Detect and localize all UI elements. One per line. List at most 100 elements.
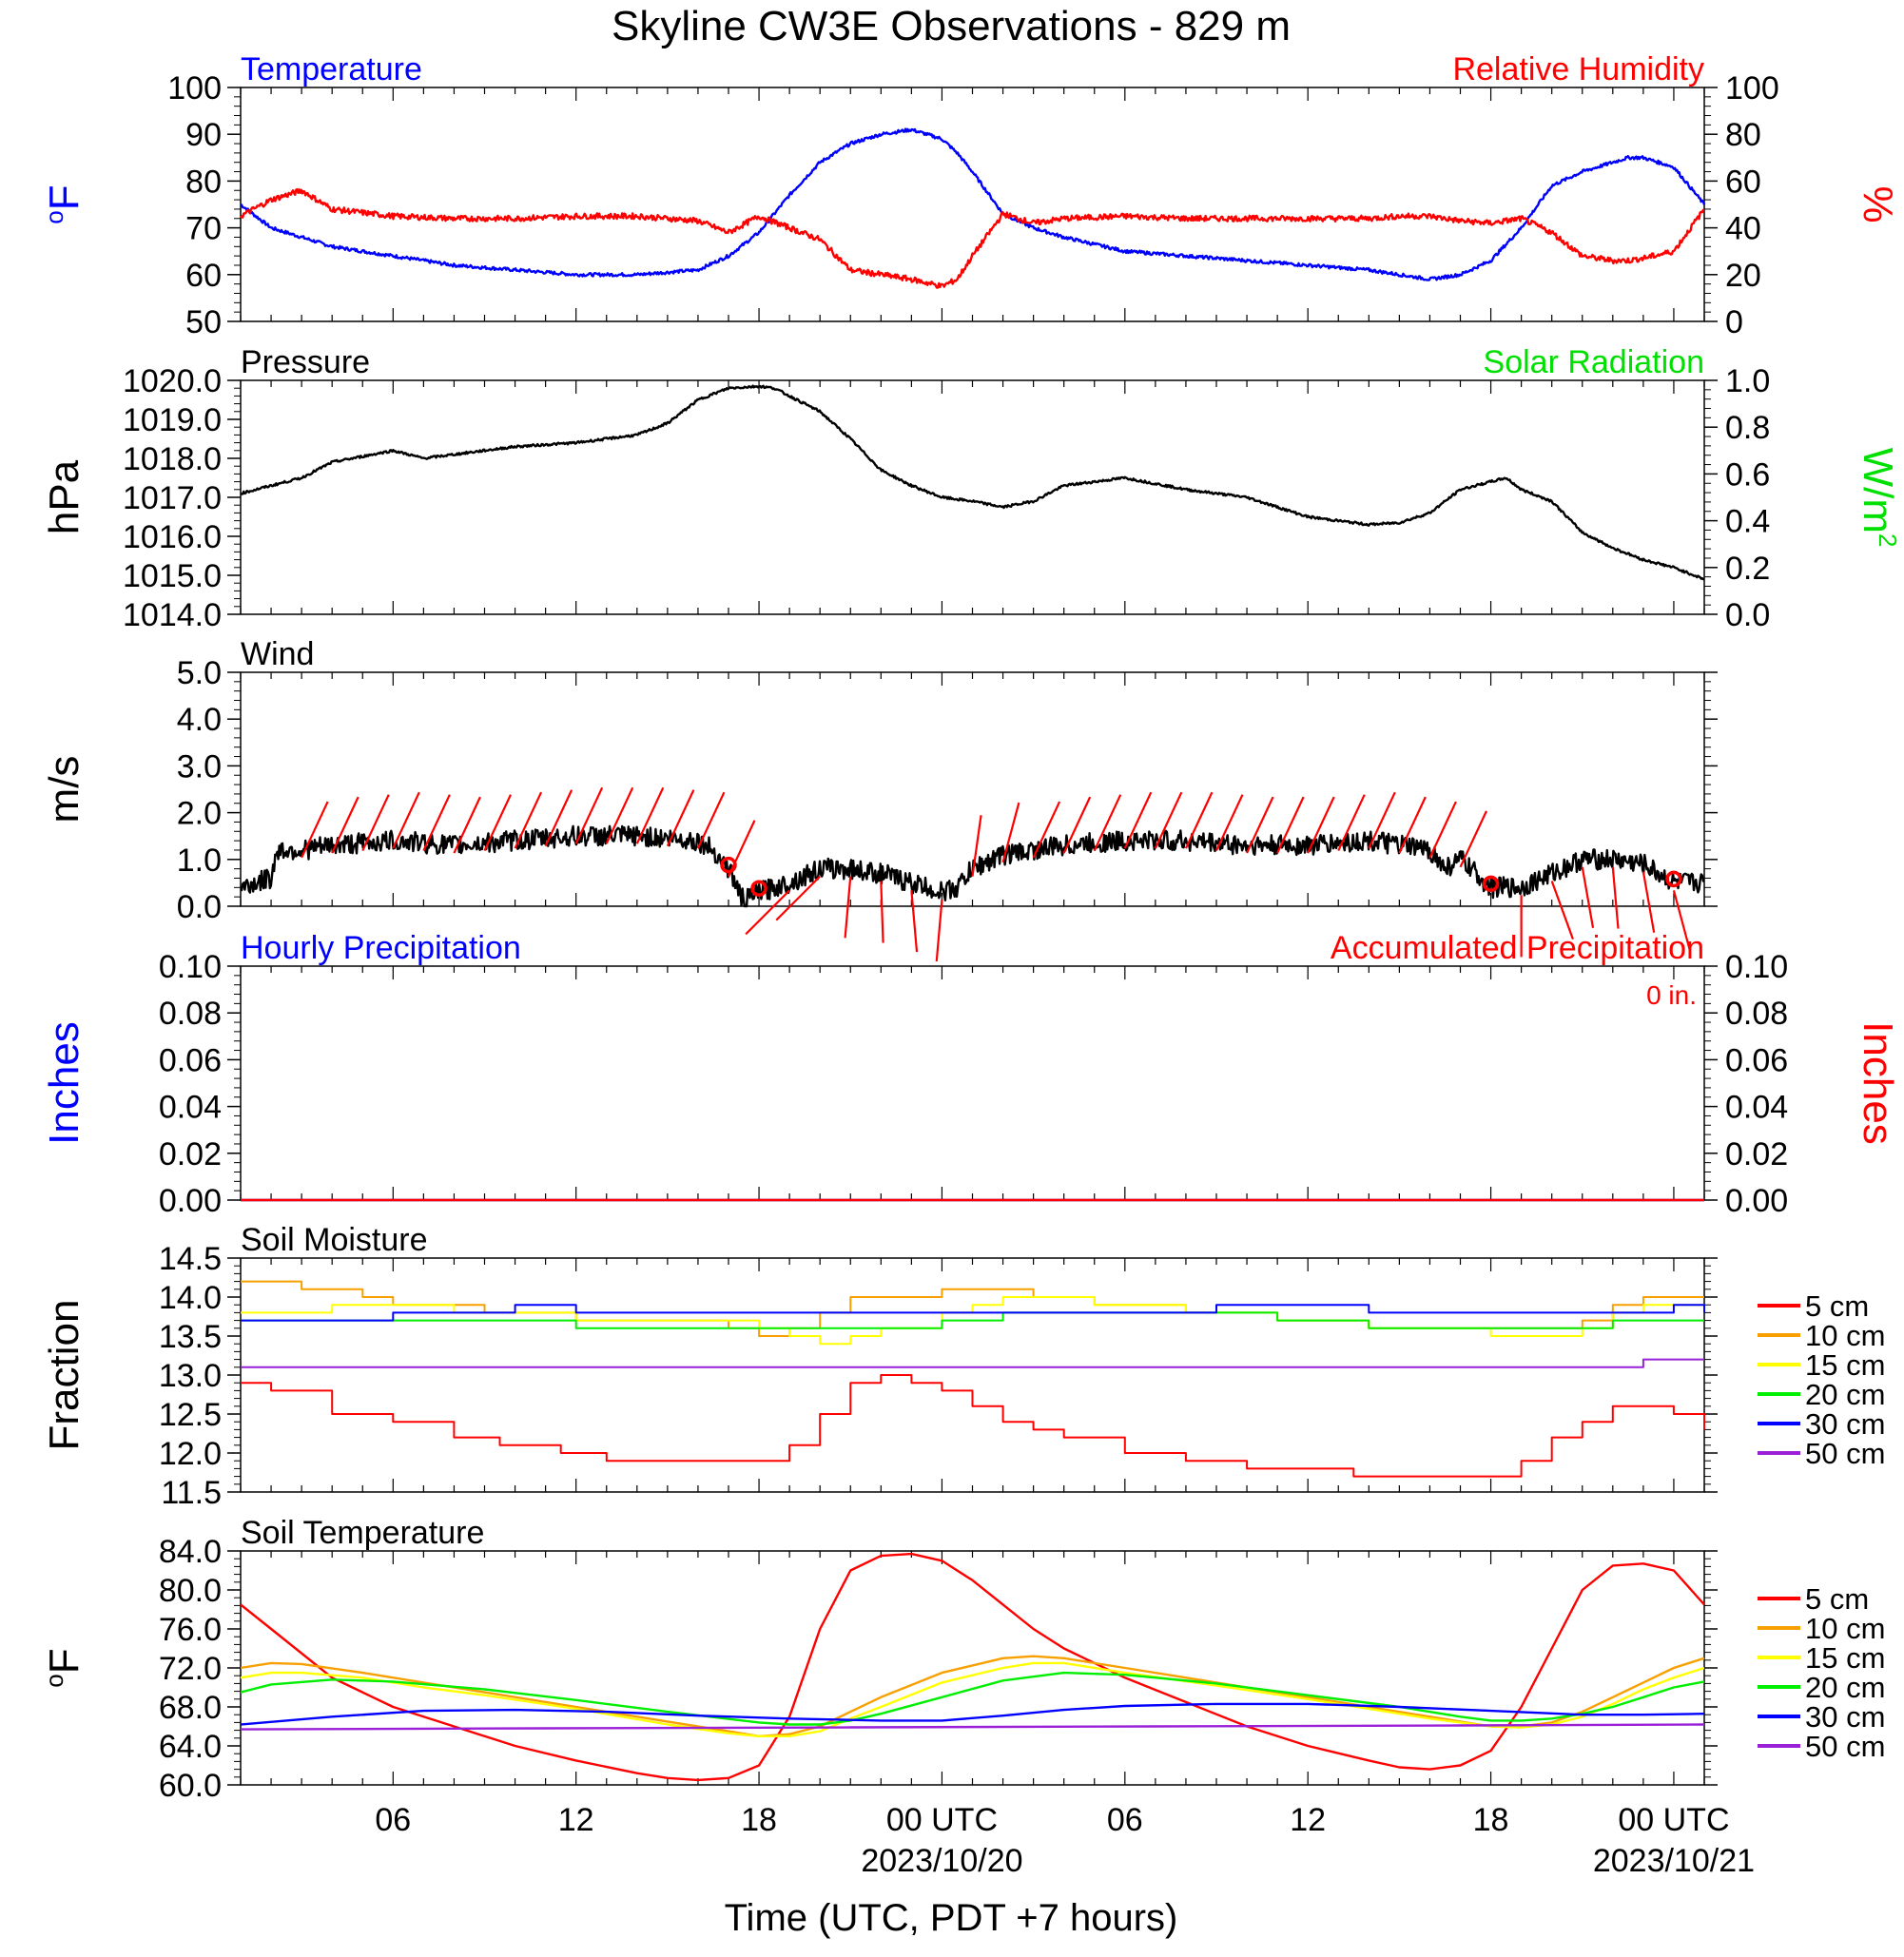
calm-marker <box>1482 875 1500 893</box>
wind-barb <box>483 794 512 852</box>
series-line-pressure <box>240 384 1705 581</box>
y-tick-label: 90 <box>185 117 222 153</box>
series-line-temperature <box>240 127 1706 281</box>
x-tick-labels: 06 12 18 00 UTC 2023/10/20 06 12 18 00 UTC 2023/1… <box>375 1802 1755 1879</box>
wind-barb <box>453 796 481 854</box>
legend-label: 10 cm <box>1805 1612 1885 1645</box>
y2-tick-label: 0.02 <box>1725 1136 1788 1172</box>
wind-barb <box>1123 791 1153 849</box>
legend-label: 15 cm <box>1805 1641 1885 1675</box>
y-tick-label: 100 <box>167 70 222 107</box>
y-tick-label: 14.0 <box>159 1280 222 1316</box>
series-group <box>241 1280 1705 1478</box>
degree-mark: o <box>40 1674 68 1687</box>
unit-text: F <box>41 1648 87 1674</box>
unit-text: F <box>41 184 87 210</box>
wind-barb <box>1154 791 1183 849</box>
y-axis-left: 60.064.068.072.076.080.084.0 <box>159 1534 241 1804</box>
x-tick-label: 06 <box>375 1802 411 1838</box>
wind-barb <box>331 796 359 854</box>
y-axis-left: 1014.01015.01016.01017.01018.01019.01020… <box>123 363 241 633</box>
y-tick-label: 64.0 <box>159 1729 222 1765</box>
series-group <box>240 384 1705 581</box>
x-ticks <box>240 1551 1705 1785</box>
y-axis-left: 50 60 70 80 90 100 <box>167 70 241 340</box>
series-line-20-cm <box>241 1311 1704 1329</box>
y-tick-label: 80 <box>185 164 222 200</box>
y-tick-label: 72.0 <box>159 1651 222 1687</box>
y2-axis-label: % <box>1855 185 1901 223</box>
y-tick-label: 1014.0 <box>123 597 222 633</box>
x-tick-label: 12 <box>1290 1802 1326 1838</box>
wind-barb <box>1337 794 1366 852</box>
y-tick-label: 3.0 <box>177 748 222 785</box>
y-tick-label: 60 <box>185 258 222 294</box>
legend-label: 50 cm <box>1805 1437 1885 1470</box>
y2-axis-label: W/m2 <box>1855 448 1902 548</box>
y-axis-right: 0.0 0.2 0.4 0.6 0.8 1.0 <box>1704 363 1770 633</box>
y2-tick-label: 0.08 <box>1725 996 1788 1032</box>
wind-barb <box>1642 871 1656 933</box>
panel-title-left: Wind <box>241 636 314 672</box>
wind-barb <box>1032 801 1061 859</box>
plot-frame <box>240 379 1705 615</box>
calm-marker <box>1665 870 1682 888</box>
calm-markers <box>720 856 1682 897</box>
x-date-label: 2023/10/21 <box>1593 1843 1755 1879</box>
wind-barb <box>574 786 604 844</box>
y-axis-label: m/s <box>41 756 87 823</box>
wind-barb <box>605 786 634 844</box>
wind-barb <box>1215 794 1244 852</box>
wind-barb <box>301 801 329 859</box>
wind-barb <box>1184 791 1214 849</box>
y2-tick-label: 0.04 <box>1725 1090 1788 1126</box>
y-tick-label: 68.0 <box>159 1690 222 1726</box>
plot-frame <box>240 1550 1705 1786</box>
wind-barb <box>1246 796 1274 854</box>
wind-barb <box>1093 794 1122 852</box>
wind-barb <box>844 876 852 939</box>
wind-barb <box>1672 890 1691 951</box>
unit-text: W/m <box>1855 448 1901 533</box>
series-group <box>240 1552 1705 1782</box>
wind-barb <box>392 791 420 849</box>
y-tick-label: 0.08 <box>159 996 222 1032</box>
x-tick-label: 18 <box>741 1802 777 1838</box>
wind-barb <box>1428 801 1457 859</box>
series-line-30-cm <box>240 1702 1705 1726</box>
y-tick-label: 2.0 <box>177 796 222 832</box>
x-tick-label: 00 UTC <box>1618 1802 1729 1838</box>
y-tick-label: 0.06 <box>159 1042 222 1078</box>
wind-barb <box>666 789 695 847</box>
y-axis-label: Inches <box>41 1021 87 1145</box>
wind-barb <box>1550 881 1574 940</box>
y-tick-label: 70 <box>185 211 222 247</box>
y-tick-label: 1015.0 <box>123 558 222 594</box>
wind-barb <box>935 900 943 962</box>
calm-marker <box>720 856 737 874</box>
series-line-5-cm <box>241 1374 1705 1478</box>
plot-frame <box>240 965 1705 1201</box>
wind-barb <box>971 815 982 877</box>
wind-barb <box>1001 802 1020 863</box>
wind-barb <box>361 794 390 852</box>
y2-tick-label: 0.8 <box>1725 410 1770 446</box>
y-tick-label: 1020.0 <box>123 363 222 399</box>
wind-barb <box>1368 791 1396 849</box>
panel-precip: 0.00 0.02 0.04 0.06 0.08 0.10 0.00 0.02 0.04 0.06… <box>41 930 1901 1219</box>
y-axis-label: hPa <box>41 459 87 534</box>
plot-frame <box>240 87 1705 322</box>
y-tick-label: 0.04 <box>159 1090 222 1126</box>
x-tick-label: 18 <box>1473 1802 1509 1838</box>
y2-tick-label: 80 <box>1725 117 1761 153</box>
y-axis-right: 0.00 0.02 0.04 0.06 0.08 0.10 <box>1704 949 1788 1219</box>
y-axis-right <box>1704 671 1718 907</box>
y-tick-label: 60.0 <box>159 1768 222 1804</box>
y-tick-label: 1019.0 <box>123 402 222 438</box>
legend-label: 30 cm <box>1805 1700 1885 1734</box>
wind-barb <box>1062 796 1092 854</box>
wind-barb <box>910 890 919 953</box>
y-axis-left: 0.00 0.02 0.04 0.06 0.08 0.10 <box>159 949 241 1219</box>
